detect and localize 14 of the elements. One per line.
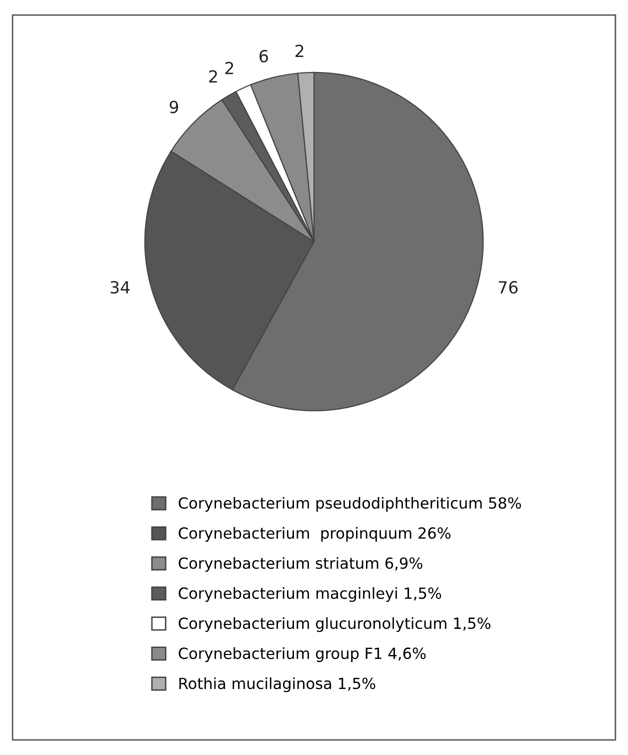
legend-label: Rothia mucilaginosa 1,5% bbox=[179, 677, 376, 692]
data-label: 2 bbox=[209, 70, 217, 83]
data-label: 9 bbox=[170, 100, 178, 114]
legend-label: Corynebacterium macginleyi 1,5% bbox=[178, 587, 442, 602]
data-label: 2 bbox=[296, 44, 304, 57]
legend-label: Corynebacterium glucuronolyticum 1,5% bbox=[178, 617, 490, 632]
data-label: 6 bbox=[260, 50, 268, 62]
legend-label: Corynebacterium striatum 6,9% bbox=[178, 557, 422, 572]
legend-label: Corynebacterium group F1 4,6% bbox=[178, 647, 426, 662]
legend-label: Corynebacterium pseudodiphtheriticum 58% bbox=[178, 496, 521, 512]
data-label: 76 bbox=[498, 281, 518, 294]
data-label: 34 bbox=[110, 281, 130, 294]
legend-label: Corynebacterium propinquum 26% bbox=[178, 527, 450, 542]
data-label: 2 bbox=[225, 62, 234, 74]
